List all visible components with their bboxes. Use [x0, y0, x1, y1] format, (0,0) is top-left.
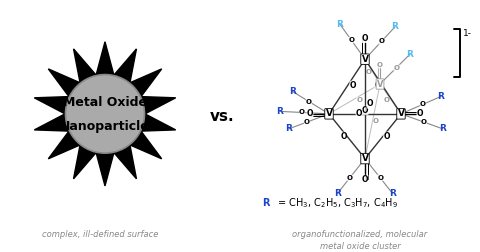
- Text: O: O: [374, 81, 381, 90]
- Text: O: O: [379, 38, 384, 44]
- Ellipse shape: [65, 75, 144, 153]
- Text: R: R: [336, 20, 343, 29]
- Text: O: O: [304, 119, 310, 125]
- Text: R: R: [289, 87, 296, 96]
- Text: O: O: [383, 132, 390, 141]
- Text: O: O: [384, 97, 390, 103]
- Polygon shape: [34, 42, 176, 186]
- Text: O: O: [366, 69, 372, 75]
- Text: O: O: [377, 62, 383, 68]
- Text: O: O: [356, 109, 362, 118]
- Text: vs.: vs.: [210, 109, 235, 124]
- Text: O: O: [349, 81, 356, 90]
- Text: metal oxide cluster: metal oxide cluster: [320, 242, 400, 251]
- Text: O: O: [373, 118, 379, 124]
- Text: O: O: [306, 99, 312, 105]
- Text: O: O: [347, 175, 353, 181]
- Text: O: O: [362, 175, 368, 184]
- Text: R: R: [407, 50, 413, 59]
- Text: R: R: [392, 22, 398, 31]
- Text: R: R: [286, 124, 292, 133]
- Text: V: V: [397, 109, 405, 118]
- Text: O: O: [394, 65, 399, 71]
- Text: O: O: [377, 175, 383, 181]
- Text: O: O: [362, 106, 368, 115]
- Text: R: R: [334, 189, 341, 198]
- Text: O: O: [362, 34, 368, 43]
- Text: V: V: [325, 109, 333, 118]
- Text: O: O: [420, 101, 426, 107]
- Text: V: V: [361, 154, 369, 163]
- Text: O: O: [348, 37, 354, 43]
- Text: organofunctionalized, molecular: organofunctionalized, molecular: [292, 230, 428, 239]
- Text: R: R: [263, 198, 270, 208]
- Text: O: O: [367, 99, 373, 108]
- Text: 1-: 1-: [463, 29, 472, 38]
- Text: O: O: [421, 119, 427, 125]
- Text: R: R: [439, 124, 446, 133]
- Text: R: R: [276, 107, 283, 116]
- Text: R: R: [438, 92, 444, 101]
- Text: V: V: [361, 55, 369, 64]
- Text: Metal Oxide: Metal Oxide: [63, 97, 147, 109]
- Text: R: R: [389, 189, 396, 198]
- Text: V: V: [377, 80, 383, 88]
- Text: O: O: [417, 109, 423, 118]
- Text: = CH$_3$, C$_2$H$_5$, C$_3$H$_7$, C$_4$H$_9$: = CH$_3$, C$_2$H$_5$, C$_3$H$_7$, C$_4$H…: [274, 197, 397, 210]
- Text: O: O: [357, 97, 362, 103]
- Text: Nanoparticle: Nanoparticle: [60, 120, 150, 133]
- Text: O: O: [340, 132, 347, 141]
- Text: O: O: [299, 109, 305, 115]
- Text: complex, ill-defined surface: complex, ill-defined surface: [42, 230, 158, 239]
- Text: O: O: [307, 109, 313, 118]
